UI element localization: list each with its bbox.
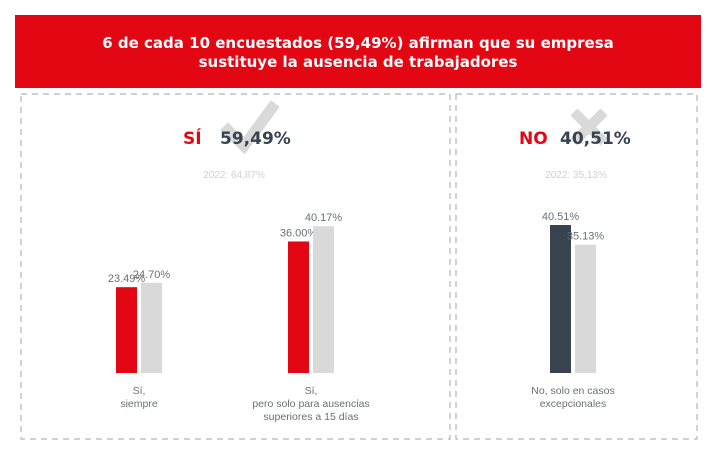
bar-0-series-1	[141, 282, 162, 373]
category-label-2-1: excepcionales	[540, 398, 607, 410]
data-label-2-0: 40.51%	[542, 211, 580, 223]
bar-1-series-0	[288, 241, 309, 373]
title-line-2: sustituye la ausencia de trabajadores	[199, 53, 518, 71]
bar-1-series-1	[313, 226, 334, 373]
title-line-1: 6 de cada 10 encuestados (59,49%) afirma…	[102, 34, 614, 52]
no-value: 40,51%	[560, 129, 631, 149]
checkmark-icon	[220, 100, 280, 155]
category-label-1-1: pero solo para ausencias	[252, 398, 369, 410]
yes-previous: 2022: 64,87%	[203, 170, 265, 181]
yes-value: 59,49%	[220, 129, 291, 149]
yes-label: SÍ	[183, 127, 202, 149]
bar-2-series-1	[575, 244, 596, 373]
no-panel	[455, 93, 698, 440]
no-previous: 2022: 35,13%	[545, 170, 607, 181]
title-banner	[15, 15, 701, 88]
category-label-2-0: No, solo en casos	[531, 385, 614, 397]
category-label-1-2: superiores a 15 días	[263, 411, 358, 423]
data-label-2-1: 35.13%	[567, 231, 605, 243]
bar-2-series-0	[550, 225, 571, 373]
category-label-1-0: Sí,	[305, 385, 318, 397]
data-label-0-0: 23.49%	[108, 273, 146, 285]
data-label-1-1: 40.17%	[305, 212, 343, 224]
category-label-0-0: Sí,	[133, 385, 146, 397]
yes-panel	[20, 93, 451, 440]
data-label-1-0: 36.00%	[280, 227, 318, 239]
bar-0-series-0	[116, 287, 137, 373]
data-label-0-1: 24.70%	[133, 269, 171, 281]
category-label-0-1: siempre	[120, 398, 158, 410]
no-label: NO	[519, 129, 548, 149]
cross-icon	[570, 108, 608, 146]
